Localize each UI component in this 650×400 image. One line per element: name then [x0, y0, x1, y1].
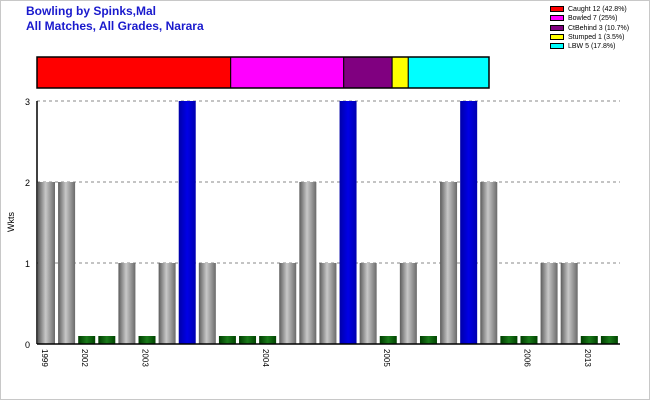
legend-label-ctbehind: CtBehind 3 (10.7%) — [568, 24, 630, 32]
bar-zero — [600, 336, 618, 344]
bar-zero — [138, 336, 156, 344]
bar — [299, 182, 317, 344]
x-tick-label: 2004 — [261, 349, 270, 367]
bar-zero — [500, 336, 518, 344]
bar — [158, 263, 176, 344]
legend-label-caught: Caught 12 (42.8%) — [568, 6, 627, 13]
bar — [38, 182, 55, 344]
bar — [198, 263, 216, 344]
bar-max — [460, 101, 478, 344]
legend-label-lbw: LBW 5 (17.8%) — [568, 43, 616, 51]
bar — [540, 263, 558, 344]
bar — [359, 263, 377, 344]
legend-item-stumped: Stumped 1 (3.5%) — [549, 33, 649, 42]
bar — [118, 263, 136, 344]
bar-max — [339, 101, 357, 344]
bar — [399, 263, 417, 344]
chart-title: Bowling by Spinks,Mal — [26, 4, 157, 18]
bar — [560, 263, 578, 344]
x-tick-label: 2005 — [382, 349, 391, 367]
bar — [480, 182, 498, 344]
x-tick-label: 2003 — [141, 349, 150, 367]
legend: Caught 12 (42.8%) Bowled 7 (25%) CtBehin… — [549, 5, 649, 51]
y-tick-label: 1 — [25, 259, 30, 269]
bar-max — [178, 101, 196, 344]
x-tick-label: 2006 — [522, 349, 531, 367]
legend-item-ctbehind: CtBehind 3 (10.7%) — [549, 24, 649, 33]
y-axis-label: Wkts — [6, 212, 16, 232]
bar-zero — [379, 336, 397, 344]
x-tick-label: 2013 — [583, 349, 592, 367]
bar — [440, 182, 458, 344]
bar — [319, 263, 337, 344]
legend-swatch-lbw — [550, 43, 564, 50]
legend-swatch-ctbehind — [550, 24, 564, 31]
proportion-segment-bowled — [230, 56, 345, 89]
legend-swatch-caught — [550, 6, 564, 12]
bar-zero — [218, 336, 236, 344]
bar-zero — [239, 336, 257, 344]
proportion-segment-ctbehind — [343, 56, 393, 89]
proportion-segment-stumped — [391, 56, 409, 89]
chart-subtitle: All Matches, All Grades, Narara — [26, 19, 204, 33]
legend-item-lbw: LBW 5 (17.8%) — [549, 42, 649, 51]
bar-zero — [580, 336, 598, 344]
bar-zero — [419, 336, 437, 344]
x-tick-label: 2002 — [80, 349, 89, 367]
bar — [279, 263, 297, 344]
legend-item-caught: Caught 12 (42.8%) — [549, 5, 649, 14]
y-tick-label: 2 — [25, 178, 30, 188]
bar-zero — [520, 336, 538, 344]
legend-swatch-bowled — [550, 15, 564, 22]
bar-zero — [78, 336, 96, 344]
proportion-segment-lbw — [407, 56, 490, 89]
y-tick-label: 3 — [25, 97, 30, 107]
bar — [58, 182, 76, 344]
bar-zero — [259, 336, 277, 344]
legend-label-bowled: Bowled 7 (25%) — [568, 15, 618, 23]
proportion-segment-caught — [36, 56, 232, 89]
x-tick-label: 1999 — [40, 349, 49, 367]
proportion-bar-outline — [36, 56, 490, 89]
y-tick-label: 0 — [25, 340, 30, 350]
legend-swatch-stumped — [550, 33, 564, 40]
legend-item-bowled: Bowled 7 (25%) — [549, 14, 649, 23]
legend-label-stumped: Stumped 1 (3.5%) — [568, 33, 625, 41]
bar-zero — [98, 336, 116, 344]
